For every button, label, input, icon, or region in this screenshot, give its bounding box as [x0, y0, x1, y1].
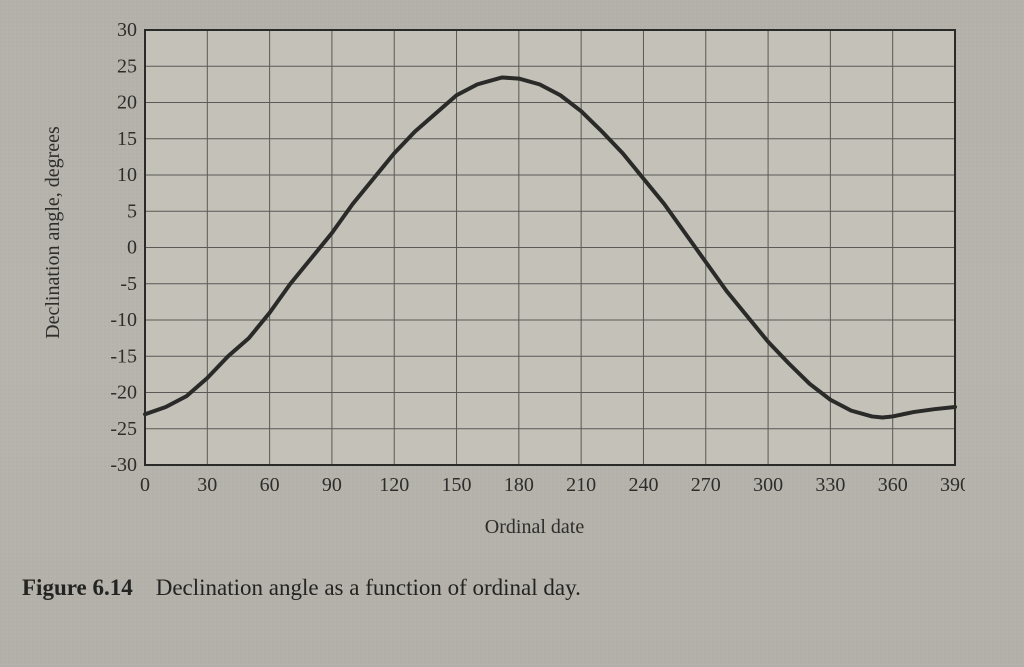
- svg-text:180: 180: [504, 474, 534, 496]
- x-axis-label: Ordinal date: [85, 516, 984, 539]
- svg-text:270: 270: [691, 474, 721, 496]
- svg-text:5: 5: [127, 200, 137, 222]
- svg-text:90: 90: [322, 474, 342, 496]
- svg-text:25: 25: [117, 55, 137, 77]
- svg-text:30: 30: [117, 20, 137, 41]
- svg-text:330: 330: [815, 474, 845, 496]
- svg-text:300: 300: [753, 474, 783, 496]
- svg-text:-5: -5: [120, 273, 137, 295]
- svg-text:-20: -20: [110, 382, 137, 404]
- svg-text:360: 360: [878, 474, 908, 496]
- svg-text:-30: -30: [110, 454, 137, 476]
- svg-text:120: 120: [379, 474, 409, 496]
- svg-text:210: 210: [566, 474, 596, 496]
- declination-chart: -30-25-20-15-10-505101520253003060901201…: [85, 20, 965, 510]
- figure-caption: Figure 6.14 Declination angle as a funct…: [22, 575, 581, 601]
- y-axis-label: Declination angle, degrees: [38, 20, 68, 444]
- x-axis-label-text: Ordinal date: [485, 516, 584, 538]
- svg-text:10: 10: [117, 164, 137, 186]
- figure-caption-label: Figure 6.14: [22, 575, 133, 600]
- y-axis-label-text: Declination angle, degrees: [42, 126, 65, 339]
- svg-text:0: 0: [127, 237, 137, 259]
- svg-text:-25: -25: [110, 418, 137, 440]
- figure-caption-text: Declination angle as a function of ordin…: [156, 575, 581, 600]
- figure-6-14: Declination angle, degrees -30 -25 -20 -15 -…: [40, 20, 984, 539]
- page: Declination angle, degrees -30 -25 -20 -15 -…: [0, 0, 1024, 667]
- svg-text:0: 0: [140, 474, 150, 496]
- svg-text:-15: -15: [110, 345, 137, 367]
- svg-text:-10: -10: [110, 309, 137, 331]
- svg-text:30: 30: [197, 474, 217, 496]
- plot-area: -30-25-20-15-10-505101520253003060901201…: [85, 20, 984, 539]
- svg-text:240: 240: [628, 474, 658, 496]
- svg-text:60: 60: [260, 474, 280, 496]
- svg-text:390: 390: [940, 474, 965, 496]
- svg-text:15: 15: [117, 128, 137, 150]
- svg-text:150: 150: [442, 474, 472, 496]
- svg-text:20: 20: [117, 92, 137, 114]
